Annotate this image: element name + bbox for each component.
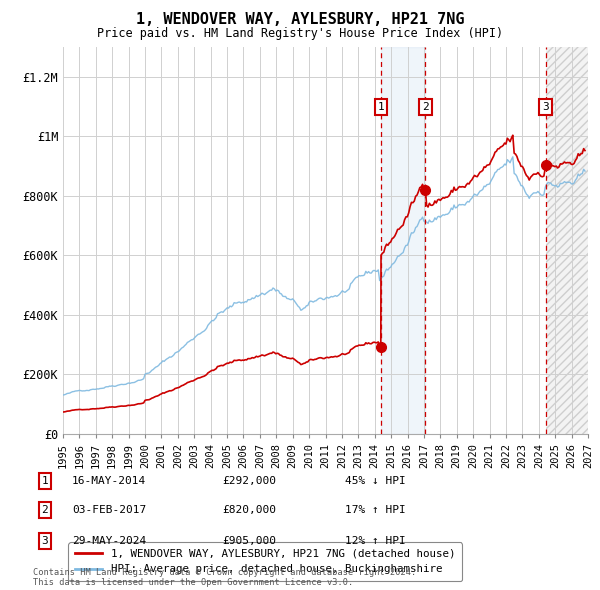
Text: £905,000: £905,000 [222,536,276,546]
Text: 17% ↑ HPI: 17% ↑ HPI [345,506,406,515]
Bar [545,47,588,434]
Text: 2: 2 [41,506,49,515]
Text: 3: 3 [41,536,49,546]
Text: 3: 3 [542,102,549,112]
Text: £292,000: £292,000 [222,476,276,486]
Text: 12% ↑ HPI: 12% ↑ HPI [345,536,406,546]
Text: Contains HM Land Registry data © Crown copyright and database right 2024.
This d: Contains HM Land Registry data © Crown c… [33,568,416,587]
Text: Price paid vs. HM Land Registry's House Price Index (HPI): Price paid vs. HM Land Registry's House … [97,27,503,40]
Text: 1: 1 [377,102,384,112]
Text: 1: 1 [41,476,49,486]
Text: 1, WENDOVER WAY, AYLESBURY, HP21 7NG: 1, WENDOVER WAY, AYLESBURY, HP21 7NG [136,12,464,27]
Text: 16-MAY-2014: 16-MAY-2014 [72,476,146,486]
Text: 03-FEB-2017: 03-FEB-2017 [72,506,146,515]
Text: 2: 2 [422,102,429,112]
Text: £820,000: £820,000 [222,506,276,515]
Bar [381,47,425,434]
Text: 29-MAY-2024: 29-MAY-2024 [72,536,146,546]
Text: 45% ↓ HPI: 45% ↓ HPI [345,476,406,486]
Legend: 1, WENDOVER WAY, AYLESBURY, HP21 7NG (detached house), HPI: Average price, detac: 1, WENDOVER WAY, AYLESBURY, HP21 7NG (de… [68,542,461,581]
